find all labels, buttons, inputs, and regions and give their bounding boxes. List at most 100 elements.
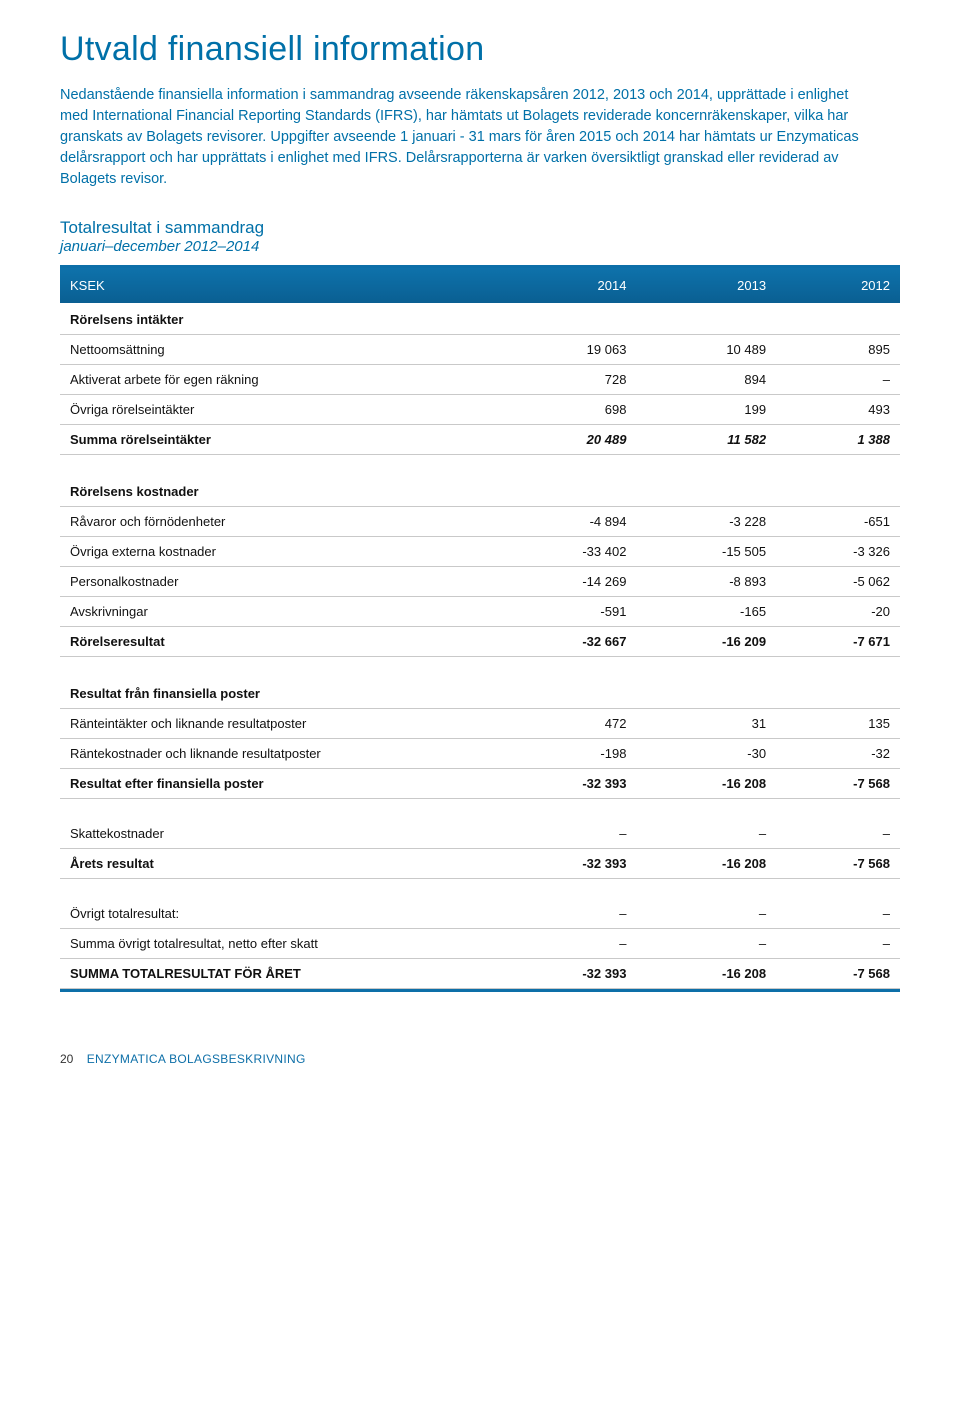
- cell: 10 489: [636, 335, 776, 365]
- financial-table: KSEK 2014 2013 2012 Rörelsens intäkter N…: [60, 268, 900, 989]
- footer-brand: ENZYMATICA BOLAGSBESKRIVNING: [87, 1052, 306, 1066]
- cell: 11 582: [636, 425, 776, 455]
- table-sum-row: Rörelseresultat -32 667 -16 209 -7 671: [60, 627, 900, 657]
- cell: –: [497, 899, 637, 929]
- table-row: Avskrivningar -591 -165 -20: [60, 597, 900, 627]
- cell: -15 505: [636, 537, 776, 567]
- row-label: Nettoomsättning: [60, 335, 497, 365]
- table-row: Råvaror och förnödenheter -4 894 -3 228 …: [60, 507, 900, 537]
- cell: -3 228: [636, 507, 776, 537]
- col-2013: 2013: [636, 268, 776, 303]
- cell: 493: [776, 395, 900, 425]
- cell: –: [776, 899, 900, 929]
- table-sum-row: Årets resultat -32 393 -16 208 -7 568: [60, 849, 900, 879]
- row-label: Råvaror och förnödenheter: [60, 507, 497, 537]
- cell: -7 568: [776, 769, 900, 799]
- cell: -30: [636, 739, 776, 769]
- cell: -20: [776, 597, 900, 627]
- row-label: Resultat efter finansiella poster: [60, 769, 497, 799]
- cell: -32 667: [497, 627, 637, 657]
- section-head: Resultat från finansiella poster: [60, 677, 900, 709]
- cell: 1 388: [776, 425, 900, 455]
- table-row: Ränteintäkter och liknande resultatposte…: [60, 709, 900, 739]
- section-label: Rörelsens intäkter: [60, 303, 497, 335]
- cell: -8 893: [636, 567, 776, 597]
- table-row: Övriga rörelseintäkter 698 199 493: [60, 395, 900, 425]
- row-label: Aktiverat arbete för egen räkning: [60, 365, 497, 395]
- table-row: Övriga externa kostnader -33 402 -15 505…: [60, 537, 900, 567]
- cell: -32 393: [497, 849, 637, 879]
- spacer-row: [60, 657, 900, 678]
- table-heading: Totalresultat i sammandrag: [60, 218, 900, 238]
- cell: 31: [636, 709, 776, 739]
- cell: –: [497, 929, 637, 959]
- cell: 698: [497, 395, 637, 425]
- table-row: Summa övrigt totalresultat, netto efter …: [60, 929, 900, 959]
- cell: -5 062: [776, 567, 900, 597]
- cell: –: [636, 929, 776, 959]
- row-label: Räntekostnader och liknande resultatpost…: [60, 739, 497, 769]
- page-number: 20: [60, 1052, 73, 1066]
- cell: -33 402: [497, 537, 637, 567]
- row-label: Årets resultat: [60, 849, 497, 879]
- cell: –: [636, 899, 776, 929]
- cell: -165: [636, 597, 776, 627]
- cell: –: [636, 819, 776, 849]
- cell: -32 393: [497, 959, 637, 989]
- spacer-row: [60, 879, 900, 900]
- section-head: Rörelsens kostnader: [60, 475, 900, 507]
- financial-table-wrap: KSEK 2014 2013 2012 Rörelsens intäkter N…: [60, 265, 900, 992]
- row-label: Rörelseresultat: [60, 627, 497, 657]
- cell: -198: [497, 739, 637, 769]
- cell: -7 568: [776, 959, 900, 989]
- table-row: Nettoomsättning 19 063 10 489 895: [60, 335, 900, 365]
- row-label: Avskrivningar: [60, 597, 497, 627]
- page-footer: 20 ENZYMATICA BOLAGSBESKRIVNING: [60, 1052, 900, 1066]
- cell: -591: [497, 597, 637, 627]
- row-label: Personalkostnader: [60, 567, 497, 597]
- row-label: Ränteintäkter och liknande resultatposte…: [60, 709, 497, 739]
- spacer-row: [60, 455, 900, 476]
- col-2012: 2012: [776, 268, 900, 303]
- table-sum-row: Summa rörelseintäkter 20 489 11 582 1 38…: [60, 425, 900, 455]
- section-label: Rörelsens kostnader: [60, 475, 497, 507]
- cell: -16 208: [636, 769, 776, 799]
- cell: -3 326: [776, 537, 900, 567]
- row-label: Skattekostnader: [60, 819, 497, 849]
- cell: 19 063: [497, 335, 637, 365]
- row-label: Summa rörelseintäkter: [60, 425, 497, 455]
- table-subheading: januari–december 2012–2014: [60, 238, 900, 255]
- row-label: Övriga rörelseintäkter: [60, 395, 497, 425]
- cell: -32 393: [497, 769, 637, 799]
- cell: 728: [497, 365, 637, 395]
- table-row: Övrigt totalresultat: – – –: [60, 899, 900, 929]
- cell: 20 489: [497, 425, 637, 455]
- cell: -16 208: [636, 849, 776, 879]
- section-head: Rörelsens intäkter: [60, 303, 900, 335]
- cell: –: [497, 819, 637, 849]
- table-row: Aktiverat arbete för egen räkning 728 89…: [60, 365, 900, 395]
- section-label: Resultat från finansiella poster: [60, 677, 497, 709]
- cell: -651: [776, 507, 900, 537]
- intro-paragraph: Nedanstående finansiella information i s…: [60, 85, 860, 190]
- table-row: Räntekostnader och liknande resultatpost…: [60, 739, 900, 769]
- table-row: Personalkostnader -14 269 -8 893 -5 062: [60, 567, 900, 597]
- table-sum-row: SUMMA TOTALRESULTAT FÖR ÅRET -32 393 -16…: [60, 959, 900, 989]
- cell: 894: [636, 365, 776, 395]
- cell: 895: [776, 335, 900, 365]
- page-title: Utvald finansiell information: [60, 30, 900, 69]
- cell: -16 209: [636, 627, 776, 657]
- row-label: SUMMA TOTALRESULTAT FÖR ÅRET: [60, 959, 497, 989]
- col-2014: 2014: [497, 268, 637, 303]
- cell: -4 894: [497, 507, 637, 537]
- table-header-row: KSEK 2014 2013 2012: [60, 268, 900, 303]
- cell: -16 208: [636, 959, 776, 989]
- cell: 472: [497, 709, 637, 739]
- cell: –: [776, 929, 900, 959]
- cell: –: [776, 365, 900, 395]
- cell: 199: [636, 395, 776, 425]
- cell: 135: [776, 709, 900, 739]
- cell: -32: [776, 739, 900, 769]
- cell: -7 671: [776, 627, 900, 657]
- cell: -7 568: [776, 849, 900, 879]
